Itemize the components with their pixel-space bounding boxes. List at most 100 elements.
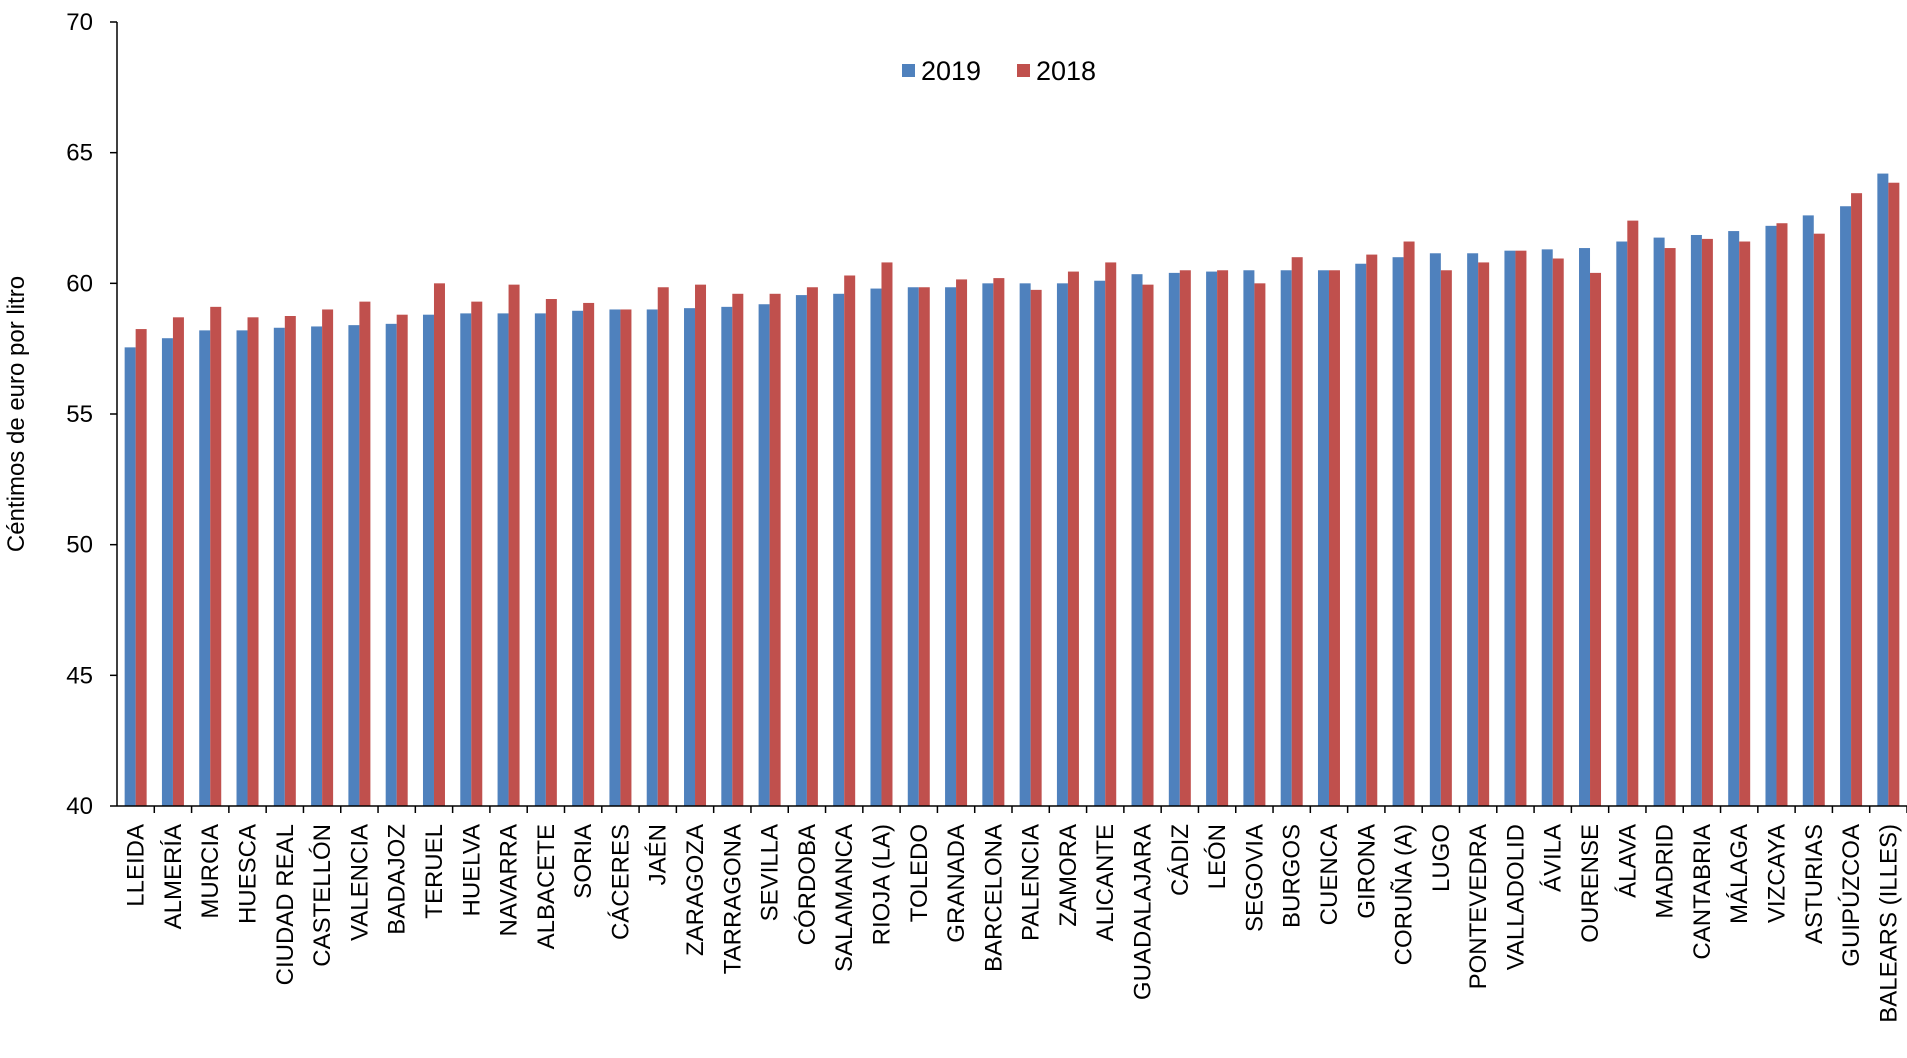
legend-label-2018: 2018	[1036, 56, 1096, 86]
x-category-label: HUELVA	[458, 824, 485, 916]
bar-2019-19	[833, 293, 845, 807]
bar-2018-21	[918, 287, 930, 807]
x-category-label: ÁLAVA	[1614, 824, 1641, 898]
y-tick-label: 70	[66, 9, 93, 36]
bar-2018-29	[1217, 270, 1229, 806]
x-category-label: CASTELLÓN	[309, 824, 336, 967]
bar-2019-34	[1392, 257, 1404, 806]
bar-2019-45	[1802, 215, 1814, 807]
bar-2019-43	[1728, 231, 1740, 807]
bar-2019-4	[273, 327, 285, 806]
bar-2018-39	[1590, 272, 1602, 806]
bar-2018-10	[508, 284, 520, 806]
bar-2019-18	[795, 295, 807, 806]
bar-2018-35	[1440, 270, 1452, 806]
bar-2018-8	[433, 283, 445, 806]
y-axis-title: Céntimos de euro por litro	[3, 276, 30, 552]
x-category-label: BALEARS (ILLES)	[1875, 824, 1902, 1023]
x-category-label: LLEIDA	[123, 824, 150, 907]
x-category-label: VIZCAYA	[1763, 824, 1790, 923]
x-category-label: ALMERÍA	[160, 824, 187, 929]
bar-2019-40	[1616, 241, 1628, 806]
bar-2019-39	[1579, 248, 1591, 806]
bar-2018-37	[1515, 250, 1527, 806]
x-category-label: OURENSE	[1577, 824, 1604, 943]
bar-2019-11	[534, 313, 546, 806]
bar-2018-43	[1739, 241, 1751, 806]
x-category-label: CÁCERES	[607, 824, 634, 940]
plot-area: 40 45 50 55 60 65 70 LLEIDA ALMERÍA MURCIA HUESCA…	[66, 9, 1907, 1023]
x-category-label: LEÓN	[1204, 824, 1231, 889]
bar-2018-45	[1813, 233, 1825, 806]
bar-2019-21	[907, 287, 919, 807]
x-category-label: CIUDAD REAL	[272, 824, 299, 985]
bar-2019-38	[1541, 249, 1553, 807]
bar-2018-2	[210, 306, 222, 806]
bar-2018-26	[1105, 262, 1117, 807]
legend-label-2019: 2019	[921, 56, 981, 86]
bar-2019-33	[1355, 263, 1367, 806]
x-category-label: ALBACETE	[533, 824, 560, 949]
bar-2019-44	[1765, 225, 1777, 807]
bars-group	[124, 173, 1900, 807]
bar-2018-23	[993, 278, 1005, 806]
bar-2019-35	[1429, 253, 1441, 806]
bar-2019-15	[684, 308, 696, 806]
x-category-label: ALICANTE	[1092, 824, 1119, 941]
bar-2019-42	[1690, 234, 1702, 806]
x-category-label: BARCELONA	[980, 824, 1007, 972]
x-category-label: NAVARRA	[496, 824, 523, 936]
bar-2018-33	[1366, 254, 1378, 806]
bar-2019-5	[311, 326, 323, 806]
bar-2018-6	[359, 301, 371, 806]
bar-2019-31	[1280, 270, 1292, 806]
bar-2019-17	[758, 304, 770, 806]
bar-2018-19	[844, 275, 856, 806]
bar-2019-28	[1168, 272, 1180, 806]
bar-2019-22	[945, 287, 957, 807]
x-category-label: BADAJOZ	[384, 824, 411, 935]
x-category-label: VALLADOLID	[1502, 824, 1529, 970]
bar-2019-16	[721, 306, 733, 806]
bar-2018-11	[545, 299, 557, 806]
bar-2018-31	[1291, 257, 1303, 806]
bar-2018-28	[1179, 270, 1191, 806]
x-category-label: SALAMANCA	[831, 824, 858, 972]
bar-2019-30	[1243, 270, 1255, 806]
bar-2019-9	[460, 313, 472, 806]
bar-2019-12	[572, 310, 584, 806]
bar-2018-15	[695, 284, 707, 806]
bar-2018-32	[1328, 270, 1340, 806]
bar-2018-12	[583, 302, 595, 806]
x-category-label: GIRONA	[1353, 824, 1380, 919]
bar-2018-14	[657, 287, 669, 807]
y-tick-label: 55	[66, 401, 93, 428]
bar-2019-32	[1317, 270, 1329, 806]
bar-2018-30	[1254, 283, 1266, 806]
y-tick-label: 60	[66, 270, 93, 297]
bar-2018-44	[1776, 223, 1788, 806]
x-category-label: VALENCIA	[346, 824, 373, 941]
x-category-label: GUIPÚZCOA	[1838, 824, 1865, 967]
x-category-label: HUESCA	[235, 824, 262, 924]
bar-2018-41	[1664, 248, 1676, 806]
y-tick-label: 50	[66, 532, 93, 559]
bar-2018-5	[322, 309, 334, 806]
x-category-label: ASTURIAS	[1801, 824, 1828, 944]
bar-2019-13	[609, 309, 621, 806]
x-category-label: CÓRDOBA	[794, 824, 821, 945]
x-category-label: RIOJA (LA)	[868, 824, 895, 945]
bar-2018-46	[1851, 193, 1863, 806]
bar-2019-47	[1877, 173, 1889, 806]
x-category-label: CUENCA	[1316, 824, 1343, 925]
x-axis-labels: LLEIDA ALMERÍA MURCIA HUESCA CIUDAD REAL CAST…	[123, 806, 1907, 1023]
bar-2018-42	[1701, 238, 1713, 806]
x-category-label: PONTEVEDRA	[1465, 824, 1492, 989]
bar-2019-23	[982, 283, 994, 806]
bar-2019-41	[1653, 237, 1665, 807]
bar-2018-38	[1552, 258, 1564, 806]
bar-2018-3	[247, 317, 259, 806]
x-category-label: CORUÑA (A)	[1391, 824, 1418, 965]
bar-2018-20	[881, 262, 893, 807]
